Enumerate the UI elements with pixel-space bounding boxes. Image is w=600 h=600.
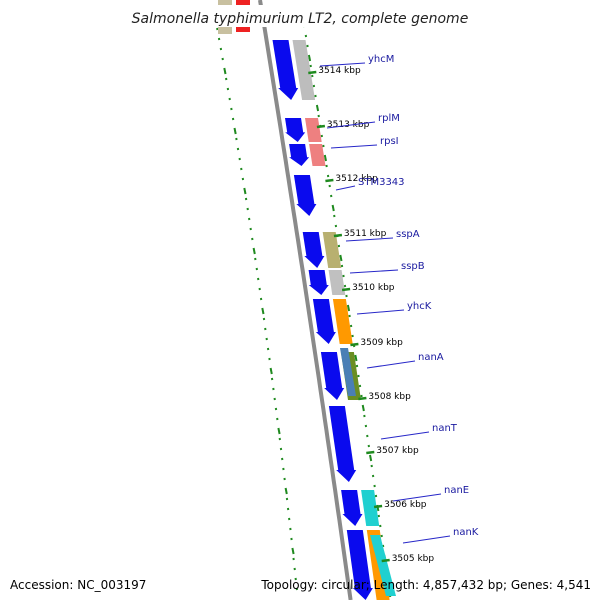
outer-scale-dot — [269, 367, 273, 375]
forward-strand-features — [272, 40, 373, 600]
forward-feature-arrow — [312, 299, 336, 344]
outer-scale-dot — [243, 187, 247, 195]
forward-feature-arrow — [346, 530, 373, 600]
kbp-tick-label: 3512 kbp — [335, 174, 378, 184]
outer-dotted-scale — [214, 17, 298, 591]
category-box — [328, 270, 346, 295]
kbp-tick — [358, 396, 367, 401]
inner-scale-dot — [323, 154, 327, 162]
title-backdrop — [140, 5, 470, 27]
gene-label: nanK — [453, 527, 479, 538]
gene-label-line — [392, 493, 442, 502]
inner-scale-dot — [307, 54, 312, 62]
outer-scale-dot — [284, 487, 288, 495]
gene-label: sspA — [396, 229, 420, 240]
kbp-tick-label: 3510 kbp — [352, 283, 395, 293]
forward-feature-arrow — [272, 40, 299, 100]
gene-label-line — [349, 269, 399, 274]
gene-label-line — [380, 431, 430, 440]
gene-label-line — [335, 185, 356, 191]
gene-label-line — [319, 62, 366, 67]
category-box — [340, 348, 356, 396]
kbp-tick-label: 3514 kbp — [318, 66, 361, 76]
gene-label-line — [345, 237, 394, 242]
genome-backbone — [258, 0, 353, 600]
kbp-tick — [316, 124, 326, 129]
kbp-tick-label: 3508 kbp — [368, 392, 411, 402]
inner-scale-dot — [331, 204, 335, 212]
kbp-tick — [373, 504, 383, 509]
forward-feature-arrow — [308, 270, 329, 295]
forward-feature-arrow — [328, 406, 357, 482]
inner-scale-dot — [346, 304, 351, 312]
inner-scale-dot — [339, 254, 343, 262]
outer-scale-dot — [277, 427, 281, 435]
category-box — [361, 490, 380, 526]
forward-feature-arrow — [302, 232, 325, 268]
kbp-tick — [381, 558, 390, 563]
outer-scale-dot — [252, 247, 256, 255]
kbp-tick — [308, 70, 317, 75]
kbp-tick — [350, 342, 359, 347]
kbp-tick-label: 3507 kbp — [376, 446, 419, 456]
category-box — [322, 232, 342, 268]
gene-label-line — [330, 144, 378, 149]
kbp-tick-label: 3506 kbp — [384, 500, 427, 510]
kbp-tick — [341, 287, 351, 292]
gene-label: nanT — [432, 423, 458, 434]
gene-label: nanA — [418, 352, 444, 363]
gene-label: rpsI — [380, 136, 399, 147]
kbp-tick — [366, 450, 375, 455]
gene-label: nanE — [444, 485, 469, 496]
kbp-tick-label: 3511 kbp — [344, 229, 387, 239]
kbp-tick — [333, 233, 343, 238]
outer-scale-dot — [223, 67, 227, 75]
gene-label: yhcM — [368, 54, 394, 65]
outer-scale-dot — [261, 307, 265, 315]
gene-label: STM3343 — [358, 177, 405, 188]
kbp-tick-label: 3509 kbp — [360, 338, 403, 348]
forward-feature-arrow — [285, 118, 306, 142]
kbp-tick — [325, 178, 334, 183]
category-box — [332, 299, 353, 344]
forward-feature-arrow — [320, 352, 345, 400]
inner-scale-dot — [361, 404, 365, 412]
category-color-boxes — [292, 40, 396, 600]
category-box — [292, 40, 316, 100]
gene-label: sspB — [401, 261, 425, 272]
forward-feature-arrow — [293, 175, 317, 216]
gene-label-line — [402, 535, 451, 544]
inner-scale-dot — [354, 354, 358, 362]
gene-label-line — [356, 309, 405, 315]
category-box — [305, 118, 322, 142]
gene-label-line — [366, 360, 416, 369]
outer-scale-dot — [233, 127, 237, 135]
topology-text: Topology: circular; Length: 4,857,432 bp… — [261, 578, 591, 592]
forward-feature-arrow — [289, 144, 310, 166]
outer-scale-dot — [291, 547, 295, 555]
kbp-tick-label: 3505 kbp — [392, 554, 435, 564]
category-box — [309, 144, 326, 166]
gene-label: yhcK — [407, 301, 432, 312]
gene-labels: yhcM rplM rpsI STM3343 sspA sspB yhcK nanA nanT n… — [319, 54, 479, 544]
category-box — [370, 535, 396, 596]
gene-label: rplM — [378, 113, 400, 124]
forward-feature-arrow — [341, 490, 363, 526]
backbone-line — [258, 0, 353, 600]
accession-text: Accession: NC_003197 — [10, 578, 147, 592]
map-title: Salmonella typhimurium LT2, complete gen… — [132, 11, 469, 27]
gene-label-line — [326, 121, 376, 129]
inner-scale-dot — [369, 454, 373, 462]
inner-scale-dot — [315, 104, 320, 112]
